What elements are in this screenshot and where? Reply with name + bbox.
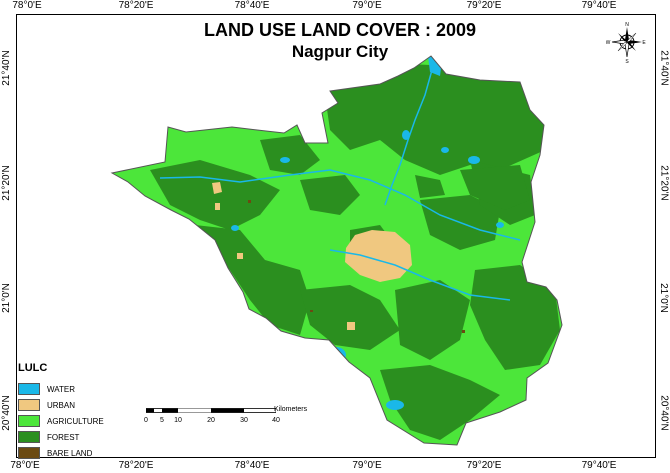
lon-tick-top: 79°0'E [352, 0, 382, 11]
lon-tick-top: 78°40'E [234, 0, 270, 11]
compass-south-label: S [625, 59, 629, 64]
legend-swatch [18, 415, 40, 427]
lon-tick-top: 78°20'E [118, 0, 154, 11]
legend-swatch [18, 383, 40, 395]
legend-title: LULC [18, 362, 48, 374]
lon-tick-top: 79°40'E [581, 0, 617, 11]
legend-label: FOREST [47, 432, 80, 442]
scale-label: 0 [144, 417, 148, 424]
legend-item-forest: FOREST [18, 429, 104, 445]
lon-tick-bottom: 78°0'E [10, 460, 40, 471]
scale-label: 40 [272, 417, 280, 424]
legend-label: WATER [47, 384, 75, 394]
lon-tick-bottom: 79°20'E [466, 460, 502, 471]
legend-label: URBAN [47, 400, 76, 410]
district-boundary [110, 55, 563, 446]
lon-tick-top: 79°20'E [466, 0, 502, 11]
legend-item-bare-land: BARE LAND [18, 445, 104, 461]
legend: LULC WATER URBAN AGRICULTURE FOREST BARE… [18, 362, 104, 461]
scale-bar-graphic [146, 408, 276, 413]
north-arrow-icon: N S W E [606, 22, 646, 64]
scale-label: 30 [240, 417, 248, 424]
lon-tick-bottom: 79°0'E [352, 460, 382, 471]
legend-swatch [18, 399, 40, 411]
bare-land-areas [248, 200, 465, 333]
lon-tick-bottom: 79°40'E [581, 460, 617, 471]
map-title: LAND USE LAND COVER : 2009 [203, 20, 477, 40]
legend-item-urban: URBAN [18, 397, 104, 413]
legend-swatch [18, 447, 40, 459]
lon-tick-bottom: 78°20'E [118, 460, 154, 471]
rivers [159, 69, 521, 301]
map-subtitle: Nagpur City [291, 42, 389, 61]
compass-east-label: E [642, 40, 646, 46]
legend-item-agriculture: AGRICULTURE [18, 413, 104, 429]
forest-areas [150, 60, 560, 440]
urban-areas [212, 182, 412, 330]
legend-swatch [18, 431, 40, 443]
scale-label: 20 [207, 417, 215, 424]
lon-tick-top: 78°0'E [12, 0, 42, 11]
scale-label: 5 [160, 417, 164, 424]
legend-label: BARE LAND [47, 448, 93, 458]
lon-tick-bottom: 78°40'E [234, 460, 270, 471]
legend-item-water: WATER [18, 381, 104, 397]
scale-label: 10 [174, 417, 182, 424]
compass-north-label: N [625, 22, 629, 28]
scale-unit-label: Kilometers [274, 406, 308, 413]
compass-west-label: W [606, 40, 611, 46]
legend-label: AGRICULTURE [47, 416, 104, 426]
